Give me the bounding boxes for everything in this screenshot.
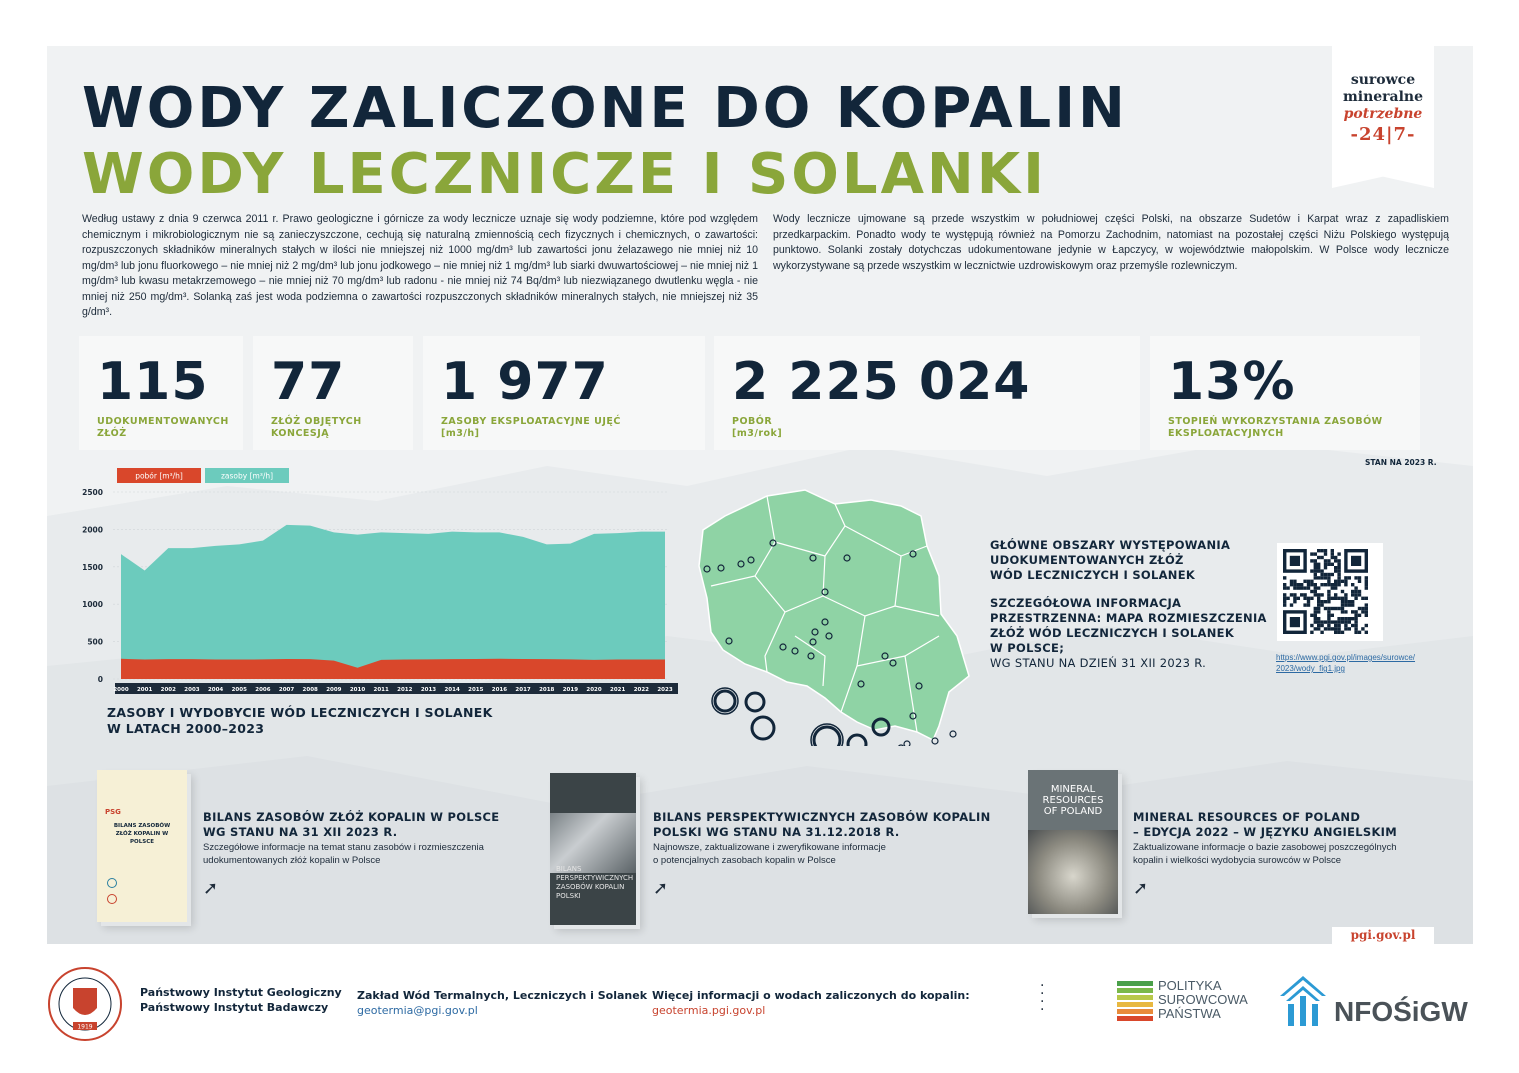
footer-institute: Państwowy Instytut Geologiczny Państwowy…: [140, 986, 342, 1014]
stat-label: UDOKUMENTOWANYCH ZŁÓŻ: [97, 416, 229, 439]
stat-concessions: 77 ZŁÓŻ OBJĘTYCH KONCESJĄ: [253, 336, 413, 450]
stand-note: STAN NA 2023 R.: [1365, 458, 1437, 467]
x-tick-label: 2016: [492, 687, 507, 693]
pgi-website-tab[interactable]: pgi.gov.pl: [1332, 927, 1434, 944]
pub1-desc: Szczegółowe informacje na temat stanu za…: [203, 842, 484, 866]
x-tick-label: 2004: [208, 687, 223, 693]
x-tick-label: 2023: [657, 687, 672, 693]
x-tick-label: 2015: [468, 687, 483, 693]
stat-extraction: 2 225 024 POBÓR [m3/rok]: [714, 336, 1140, 450]
y-tick-label: 1500: [82, 563, 103, 572]
stat-value: 1 977: [441, 352, 609, 412]
x-tick-label: 2018: [539, 687, 554, 693]
cursor-icon: ➚: [1133, 878, 1149, 899]
title-sub: WODY LECZNICZE I SOLANKI: [82, 142, 1048, 207]
intro-right: Wody lecznicze ujmowane są przede wszyst…: [773, 213, 1449, 272]
book-cover-bilans[interactable]: PSG BILANS ZASOBÓW ZŁÓŻ KOPALIN W POLSCE: [97, 770, 187, 922]
pub3-title[interactable]: MINERAL RESOURCES OF POLAND – EDYCJA 202…: [1133, 810, 1398, 839]
area-chart: pobór [m³/h] zasoby [m³/h] 0 500 1000 1500 2…: [82, 468, 678, 694]
x-tick-label: 2009: [326, 687, 341, 693]
y-tick-label: 0: [98, 675, 103, 684]
x-tick-label: 2012: [397, 687, 412, 693]
x-tick-label: 2007: [279, 687, 294, 693]
polityka-surowcowa-logo-icon: [1117, 977, 1153, 1023]
badge-line3: potrzebne: [1343, 106, 1423, 122]
campaign-badge: surowce mineralne potrzebne -24|7-: [1332, 46, 1434, 188]
y-tick-label: 2000: [82, 525, 103, 534]
chart-title: ZASOBY I WYDOBYCIE WÓD LECZNICZYCH I SOL…: [107, 705, 493, 736]
pub2-desc: Najnowsze, zaktualizowane i zweryfikowan…: [653, 842, 886, 866]
series-pobor-area: [121, 658, 665, 679]
poland-outline: [698, 489, 970, 742]
badge-line1: surowce: [1350, 72, 1416, 88]
separator-dots: · · · ·: [1040, 978, 1045, 1018]
x-tick-label: 2013: [421, 687, 436, 693]
x-tick-label: 2005: [232, 687, 247, 693]
legend-label-pobor: pobór [m³/h]: [135, 472, 183, 481]
seal-year: 1919: [77, 1024, 92, 1031]
x-tick-label: 2014: [444, 687, 459, 693]
stat-deposits: 115 UDOKUMENTOWANYCH ZŁÓŻ: [79, 336, 243, 450]
stat-value: 77: [271, 352, 346, 412]
x-tick-label: 2008: [303, 687, 318, 693]
x-tick-label: 2017: [515, 687, 530, 693]
footer-more-info: Więcej informacji o wodach zaliczonych d…: [652, 989, 970, 1017]
stat-label: STOPIEŃ WYKORZYSTANIA ZASOBÓW EKSPLOATACY…: [1168, 416, 1383, 439]
poland-map: [698, 489, 970, 746]
nfosigw-logo: NFOŚiGW: [1334, 996, 1468, 1027]
badge-line4: -24|7-: [1350, 124, 1416, 145]
cursor-icon: ➚: [203, 878, 219, 899]
poster-panel: WODY ZALICZONE DO KOPALIN WODY LECZNICZE…: [47, 46, 1473, 944]
x-tick-label: 2021: [610, 687, 625, 693]
qr-code-icon: [1283, 549, 1368, 634]
voivodeship-borders: [710, 495, 940, 733]
map-link[interactable]: https://www.pgi.gov.pl/images/surowce/ 2…: [1276, 653, 1416, 673]
pub3-desc: Zaktualizowane informacje o bazie zasobo…: [1133, 842, 1397, 866]
x-tick-label: 2006: [255, 687, 270, 693]
pgi-seal-logo: 1919: [48, 967, 122, 1041]
pub1-title[interactable]: BILANS ZASOBÓW ZŁÓŻ KOPALIN W POLSCE WG …: [203, 810, 500, 839]
x-tick-label: 2020: [586, 687, 601, 693]
x-tick-label: 2001: [137, 687, 152, 693]
dept-email-link[interactable]: geotermia@pgi.gov.pl: [357, 1004, 478, 1017]
intro-left: Według ustawy z dnia 9 czerwca 2011 r. P…: [82, 213, 758, 318]
title-main: WODY ZALICZONE DO KOPALIN: [82, 76, 1128, 141]
x-tick-label: 2019: [563, 687, 578, 693]
legend-swatch-pobor: [117, 468, 201, 483]
y-tick-label: 1000: [82, 600, 103, 609]
polityka-surowcowa-logo: POLITYKA SUROWCOWA PAŃSTWA: [1158, 978, 1248, 1021]
more-info-link[interactable]: geotermia.pgi.gov.pl: [652, 1004, 766, 1017]
stat-label: POBÓR [m3/rok]: [732, 416, 783, 439]
qr-code[interactable]: [1277, 543, 1383, 641]
x-tick-label: 2000: [113, 687, 128, 693]
x-tick-label: 2003: [184, 687, 199, 693]
series-zasoby-area: [121, 524, 665, 679]
book-cover-perspektywiczne[interactable]: BILANS PERSPEKTYWICZNYCH ZASOBÓW KOPALIN…: [550, 773, 636, 925]
y-tick-label: 500: [87, 638, 103, 647]
stat-value: 115: [97, 352, 209, 412]
stat-label: ZASOBY EKSPLOATACYJNE UJĘĆ [m3/h]: [441, 416, 621, 439]
stat-value: 13%: [1168, 352, 1296, 412]
legend-swatch-zasoby: [205, 468, 289, 483]
badge-line2: mineralne: [1342, 89, 1424, 105]
x-tick-label: 2010: [350, 687, 365, 693]
pub2-title[interactable]: BILANS PERSPEKTYWICZNYCH ZASOBÓW KOPALIN…: [653, 810, 991, 839]
stat-value: 2 225 024: [732, 352, 1031, 412]
x-tick-label: 2002: [161, 687, 176, 693]
map-heading: GŁÓWNE OBSZARY WYSTĘPOWANIA UDOKUMENTOWA…: [990, 538, 1231, 582]
site-markers: [703, 539, 957, 746]
legend-label-zasoby: zasoby [m³/h]: [221, 472, 273, 481]
stat-resources: 1 977 ZASOBY EKSPLOATACYJNE UJĘĆ [m3/h]: [423, 336, 705, 450]
y-tick-label: 2500: [82, 488, 103, 497]
x-tick-label: 2022: [634, 687, 649, 693]
map-detail-info: SZCZEGÓŁOWA INFORMACJA PRZESTRZENNA: MAP…: [990, 596, 1267, 670]
x-tick-label: 2011: [374, 687, 389, 693]
x-axis-band: [115, 683, 678, 694]
nfosigw-logo-icon: [1280, 976, 1326, 1026]
book-cover-mineral[interactable]: MINERAL RESOURCES OF POLAND: [1028, 770, 1118, 914]
footer-department: Zakład Wód Termalnych, Leczniczych i Sol…: [357, 989, 648, 1017]
stat-utilization: 13% STOPIEŃ WYKORZYSTANIA ZASOBÓW EKSPLOA…: [1150, 336, 1420, 450]
cursor-icon: ➚: [653, 878, 669, 899]
stat-label: ZŁÓŻ OBJĘTYCH KONCESJĄ: [271, 416, 362, 439]
